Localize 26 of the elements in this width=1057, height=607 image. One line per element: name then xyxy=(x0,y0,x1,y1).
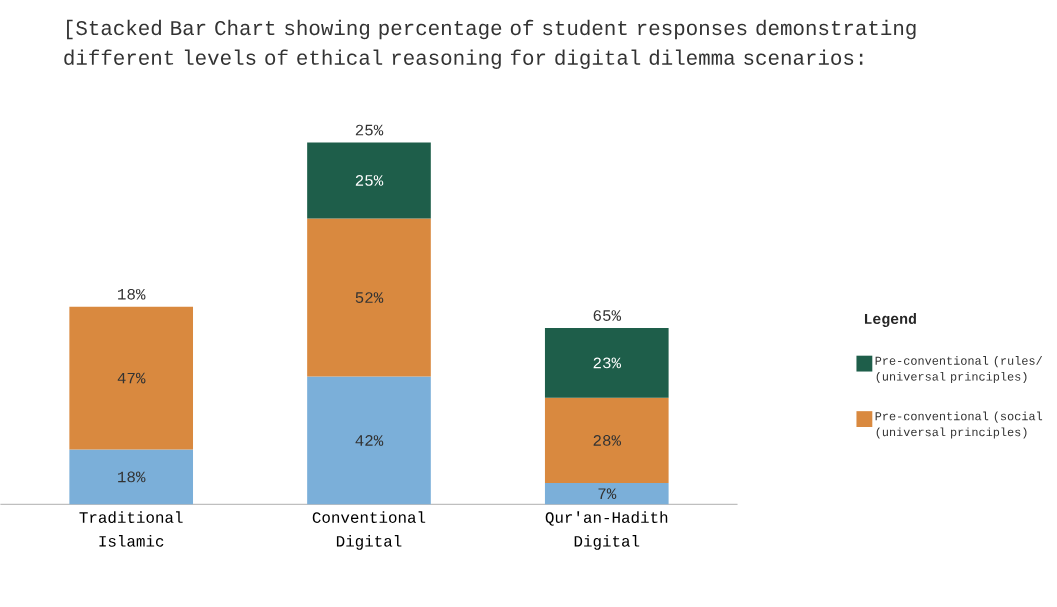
chart-title: [Stacked Bar Chart showing percentage of student responses demonstrating different levels of ethical reasoning for digital dilemma scenarios: xyxy=(64,19,916,69)
x-tick-label: Conventional Digital xyxy=(312,511,426,550)
data-label: 28% xyxy=(593,434,622,446)
x-tick-label: Traditional Islamic xyxy=(79,511,183,547)
bar xyxy=(307,376,431,505)
data-label: 18% xyxy=(118,471,146,483)
bar xyxy=(544,482,669,505)
legend-label: Pre-conventional (social (universal principles) xyxy=(875,411,1043,439)
bar xyxy=(307,218,431,377)
data-label: 23% xyxy=(593,357,622,369)
bar xyxy=(544,327,669,398)
bar xyxy=(69,449,194,505)
bar xyxy=(544,397,669,483)
data-label: 47% xyxy=(117,372,146,384)
legend-title: Legend xyxy=(864,312,916,327)
bar xyxy=(69,306,194,450)
legend-label: Pre-conventional (rules/ (universal principles) xyxy=(875,355,1043,383)
data-label: 42% xyxy=(355,434,384,446)
bar xyxy=(307,142,431,219)
x-tick-label: Qur'an-Hadith Digital xyxy=(545,511,668,550)
data-label: 52% xyxy=(355,291,384,303)
annotation: 65% xyxy=(593,310,622,321)
data-label: 7% xyxy=(598,488,617,499)
data-label: 25% xyxy=(355,174,384,186)
annotation: 18% xyxy=(118,288,146,300)
text: 25% xyxy=(355,124,384,136)
